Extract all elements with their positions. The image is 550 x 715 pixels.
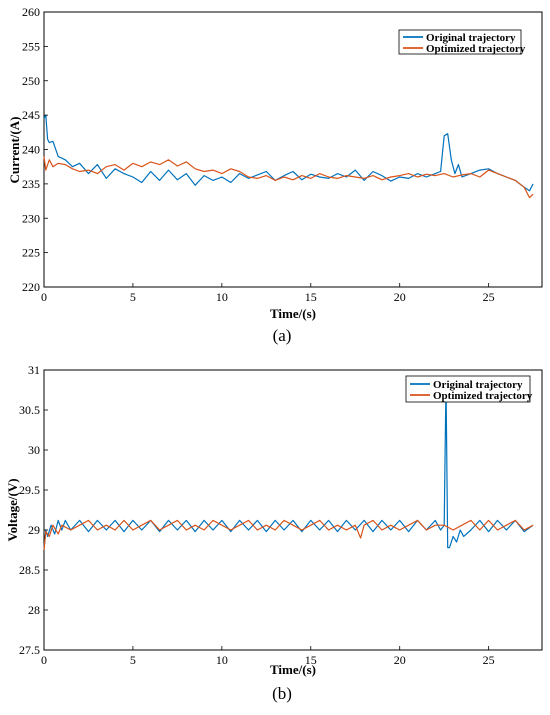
x-tick-label-a: 5 xyxy=(130,290,136,304)
panel-label-b: (b) xyxy=(272,684,292,703)
ticks-layer-a: 0 5 10 15 20 25 220 225 230 235 240 245 250 255 260 xyxy=(22,5,495,304)
x-tick-label-b: 20 xyxy=(394,653,406,667)
x-tick-label-a: 0 xyxy=(41,290,47,304)
y-tick-label-a: 255 xyxy=(22,39,40,53)
chart-voltage: 0 5 10 15 20 25 27.5 28 28.5 29 29.5 30 30.5 31 Origi… xyxy=(5,363,543,703)
series-optimized-line-a xyxy=(43,156,534,199)
y-tick-label-b: 27.5 xyxy=(19,643,40,657)
x-tick-label-a: 25 xyxy=(483,290,495,304)
legend-label-optimized-b: Optimized trajectory xyxy=(433,390,533,402)
x-tick-label-a: 15 xyxy=(305,290,317,304)
series-original-line-b xyxy=(43,381,534,551)
legend-b: Original trajectory Optimized trajectory xyxy=(405,375,533,403)
y-tick-label-b: 28 xyxy=(28,603,40,617)
legend-label-original-b: Original trajectory xyxy=(433,379,523,391)
y-tick-label-a: 220 xyxy=(22,280,40,294)
x-tick-label-b: 15 xyxy=(305,653,317,667)
x-axis-label-b: Time/(s) xyxy=(270,662,316,677)
y-tick-label-b: 28.5 xyxy=(19,563,40,577)
x-tick-label-b: 10 xyxy=(216,653,228,667)
legend-a: Original trajectory Optimized trajectory xyxy=(398,29,526,55)
y-axis-label-a: Current/(A) xyxy=(7,117,22,184)
y-tick-label-b: 30.5 xyxy=(19,403,40,417)
x-tick-label-b: 0 xyxy=(41,653,47,667)
legend-label-original-a: Original trajectory xyxy=(426,32,516,44)
legend-label-optimized-a: Optimized trajectory xyxy=(426,43,526,55)
y-tick-label-a: 225 xyxy=(22,246,40,260)
y-tick-label-b: 30 xyxy=(28,443,40,457)
plot-frame-b xyxy=(43,369,543,651)
y-tick-label-a: 235 xyxy=(22,177,40,191)
x-tick-label-a: 10 xyxy=(216,290,228,304)
ticks-layer-b: 0 5 10 15 20 25 27.5 28 28.5 29 29.5 30 30.5 31 xyxy=(19,363,495,667)
x-axis-label-a: Time/(s) xyxy=(270,306,316,321)
y-tick-label-b: 29 xyxy=(28,523,40,537)
plot-frame-a xyxy=(43,11,543,288)
x-tick-label-a: 20 xyxy=(394,290,406,304)
y-tick-label-a: 240 xyxy=(22,143,40,157)
y-axis-label-b: Voltage/(V) xyxy=(5,478,20,541)
panel-label-a: (a) xyxy=(273,326,292,345)
y-tick-label-a: 230 xyxy=(22,211,40,225)
y-tick-label-b: 29.5 xyxy=(19,483,40,497)
y-tick-label-a: 245 xyxy=(22,108,40,122)
series-original-line-a xyxy=(43,114,534,192)
x-tick-label-b: 5 xyxy=(130,653,136,667)
chart-current: 0 5 10 15 20 25 220 225 230 235 240 245 250 255 260 Or… xyxy=(7,5,543,345)
legend-box-b xyxy=(405,375,531,403)
y-tick-label-b: 31 xyxy=(28,363,40,377)
x-tick-label-b: 25 xyxy=(483,653,495,667)
y-tick-label-a: 250 xyxy=(22,74,40,88)
y-tick-label-a: 260 xyxy=(22,5,40,19)
legend-box-a xyxy=(398,29,522,55)
series-layer-b xyxy=(43,381,534,551)
series-layer-a xyxy=(43,114,534,199)
series-optimized-line-b xyxy=(43,519,534,551)
